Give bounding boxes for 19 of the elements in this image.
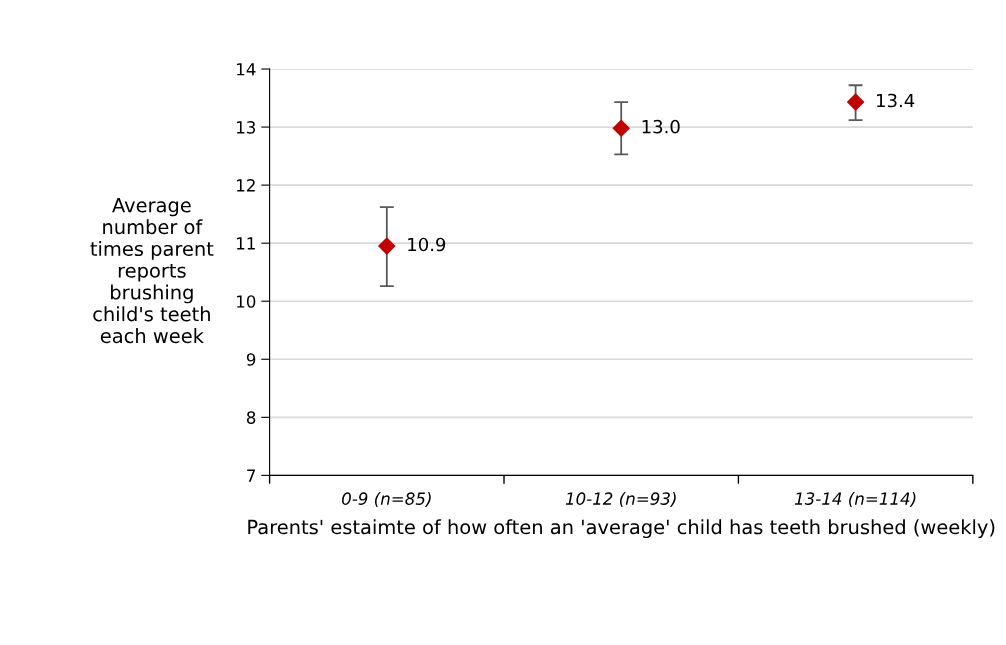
x-axis-title: Parents' estaimte of how often an 'average' child has teeth brushed (weekly): [248, 519, 995, 539]
point: [612, 119, 630, 137]
y-axis-title: Average number of times parent reports brushing child's teeth each week: [90, 198, 214, 344]
y-tick-label: 10: [237, 295, 256, 308]
y-tick-label: 14: [237, 63, 256, 76]
y-tick-label: 9: [246, 353, 256, 366]
point: [378, 237, 396, 255]
y-tick-label: 11: [237, 237, 255, 250]
data-label: 13.0: [642, 119, 680, 134]
data-label: 10.9: [408, 237, 446, 252]
y-tick-label: 7: [247, 469, 255, 482]
point: [847, 93, 865, 111]
x-tick-label: 13-14 (n=114): [794, 492, 916, 507]
y-tick-label: 8: [246, 411, 256, 424]
data-label: 13.4: [877, 93, 915, 108]
y-tick-label: 13: [237, 121, 256, 134]
x-tick-label: 10-12 (n=93): [565, 492, 676, 507]
y-tick-label: 12: [237, 179, 255, 192]
x-tick-label: 0-9 (n=85): [342, 492, 431, 507]
